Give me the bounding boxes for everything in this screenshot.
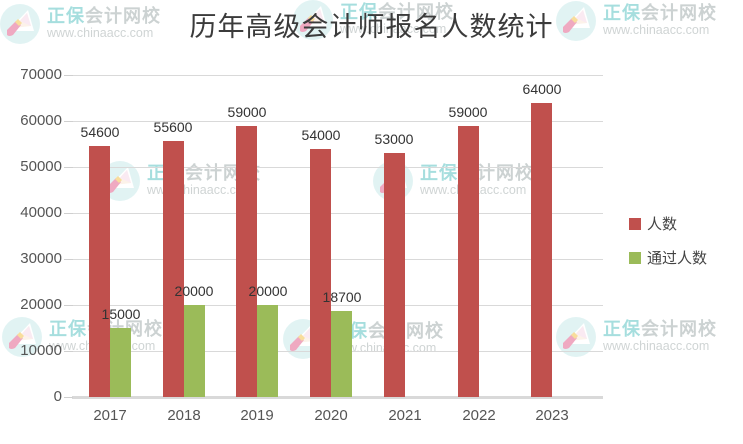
data-label-applicants-2018: 55600 <box>153 119 193 135</box>
y-axis-label-30000: 30000 <box>20 250 62 267</box>
y-axis-label-20000: 20000 <box>20 296 62 313</box>
legend-item-passed: 通过人数 <box>629 247 707 268</box>
bar-applicants-2023 <box>531 103 552 397</box>
y-tick-50000 <box>64 167 73 168</box>
y-tick-30000 <box>64 259 73 260</box>
bar-applicants-2019 <box>236 126 257 397</box>
data-label-applicants-2019: 59000 <box>227 104 267 120</box>
y-tick-60000 <box>64 121 73 122</box>
x-axis-label-2017: 2017 <box>93 407 127 424</box>
y-tick-70000 <box>64 75 73 76</box>
x-axis-label-2018: 2018 <box>167 407 201 424</box>
bar-applicants-2020 <box>310 149 331 397</box>
bar-passed-2017 <box>110 328 131 397</box>
x-axis-label-2019: 2019 <box>240 407 274 424</box>
bar-applicants-2018 <box>163 141 184 397</box>
y-tick-0 <box>64 397 73 398</box>
y-tick-20000 <box>64 305 73 306</box>
y-axis-label-50000: 50000 <box>20 158 62 175</box>
data-label-applicants-2023: 64000 <box>522 81 562 97</box>
data-label-applicants-2021: 53000 <box>374 131 414 147</box>
bar-applicants-2022 <box>458 126 479 397</box>
legend-item-applicants: 人数 <box>629 213 707 234</box>
x-axis-label-2022: 2022 <box>462 407 496 424</box>
y-tick-10000 <box>64 351 73 352</box>
legend-label: 通过人数 <box>647 250 708 267</box>
gridline-30000 <box>73 259 603 260</box>
y-axis-label-60000: 60000 <box>20 112 62 129</box>
gridline-40000 <box>73 213 603 214</box>
y-axis-label-0: 0 <box>53 388 62 405</box>
gridline-50000 <box>73 167 603 168</box>
data-label-passed-2018: 20000 <box>174 283 214 299</box>
y-axis-label-40000: 40000 <box>20 204 62 221</box>
data-label-passed-2020: 18700 <box>322 289 362 305</box>
data-label-applicants-2022: 59000 <box>448 104 488 120</box>
y-axis-label-10000: 10000 <box>20 342 62 359</box>
gridline-70000 <box>73 75 603 76</box>
chart-title: 历年高级会计师报名人数统计 <box>189 12 554 42</box>
y-tick-40000 <box>64 213 73 214</box>
legend-label: 人数 <box>647 216 678 233</box>
bar-applicants-2017 <box>89 146 110 397</box>
data-label-passed-2017: 15000 <box>101 306 141 322</box>
gridline-20000 <box>73 305 603 306</box>
x-axis-label-2021: 2021 <box>388 407 422 424</box>
data-label-applicants-2017: 54600 <box>80 124 120 140</box>
bar-passed-2020 <box>331 311 352 397</box>
legend-swatch-icon <box>629 217 641 230</box>
x-axis-label-2023: 2023 <box>535 407 569 424</box>
bar-passed-2018 <box>184 305 205 397</box>
data-label-passed-2019: 20000 <box>248 283 288 299</box>
data-label-applicants-2020: 54000 <box>301 127 341 143</box>
legend: 人数 通过人数 <box>629 213 707 281</box>
legend-swatch-icon <box>629 251 641 264</box>
x-axis-label-2020: 2020 <box>314 407 348 424</box>
bar-applicants-2021 <box>384 153 405 397</box>
y-axis-label-70000: 70000 <box>20 66 62 83</box>
gridline-60000 <box>73 121 603 122</box>
x-axis-line <box>72 396 603 399</box>
bar-passed-2019 <box>257 305 278 397</box>
